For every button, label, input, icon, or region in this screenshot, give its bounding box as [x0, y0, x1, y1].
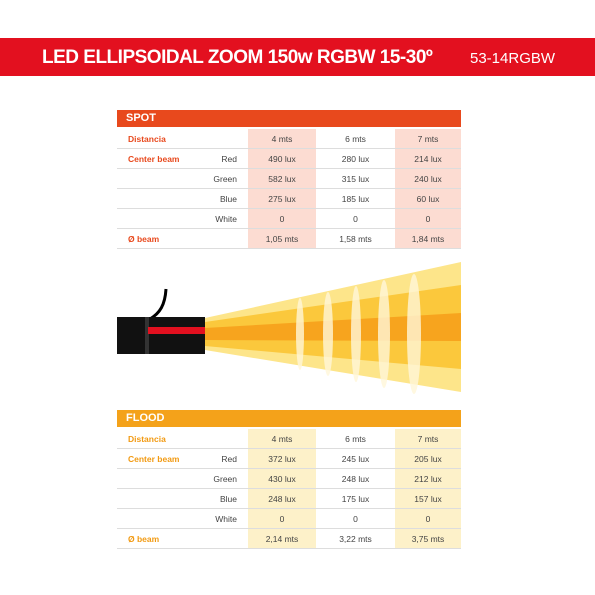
- row-label: Distancia: [128, 134, 166, 144]
- value-cell: 0: [395, 209, 461, 228]
- value-cell: 214 lux: [395, 149, 461, 168]
- value-cell: 157 lux: [395, 489, 461, 508]
- row-label: Ø beam: [128, 534, 160, 544]
- value-cell: 0: [248, 509, 316, 528]
- table-row: 275 lux 185 lux 60 lux Blue: [117, 189, 461, 209]
- value-cell: 3,22 mts: [339, 534, 372, 544]
- value-cell: 6 mts: [345, 434, 366, 444]
- table-row: 4 mts 6 mts 7 mts Distancia: [117, 129, 461, 149]
- value-cell: 4 mts: [248, 129, 316, 148]
- value-cell: 582 lux: [248, 169, 316, 188]
- table-row: 248 lux 175 lux 157 lux Blue: [117, 489, 461, 509]
- value-cell: 280 lux: [341, 154, 370, 164]
- row-label: Center beam: [128, 454, 180, 464]
- value-cell: 0: [353, 514, 358, 524]
- value-cell: 315 lux: [341, 174, 370, 184]
- row-sublabel: Red: [221, 454, 237, 464]
- value-cell: 1,05 mts: [248, 229, 316, 248]
- value-cell: 212 lux: [395, 469, 461, 488]
- table-row: 490 lux 280 lux 214 lux Center beam Red: [117, 149, 461, 169]
- value-cell: 6 mts: [345, 134, 366, 144]
- table-row: 4 mts 6 mts 7 mts Distancia: [117, 429, 461, 449]
- value-cell: 275 lux: [248, 189, 316, 208]
- value-cell: 245 lux: [341, 454, 370, 464]
- spot-table: SPOT 4 mts 6 mts 7 mts Distancia 490 lux 280 l…: [117, 110, 461, 249]
- row-sublabel: White: [215, 514, 237, 524]
- value-cell: 372 lux: [248, 449, 316, 468]
- table-row: 0 0 0 White: [117, 509, 461, 529]
- product-code: 53-14RGBW: [470, 50, 556, 67]
- table-row: 372 lux 245 lux 205 lux Center beam Red: [117, 449, 461, 469]
- value-cell: 1,58 mts: [339, 234, 372, 244]
- beam-illustration: [117, 262, 461, 394]
- row-sublabel: Blue: [219, 494, 237, 504]
- value-cell: 240 lux: [395, 169, 461, 188]
- table-header: FLOOD: [117, 410, 461, 427]
- table-header: SPOT: [117, 110, 461, 127]
- value-cell: 0: [395, 509, 461, 528]
- value-cell: 0: [353, 214, 358, 224]
- row-sublabel: Blue: [219, 194, 237, 204]
- table-row: 582 lux 315 lux 240 lux Green: [117, 169, 461, 189]
- table-row: 0 0 0 White: [117, 209, 461, 229]
- value-cell: 490 lux: [248, 149, 316, 168]
- value-cell: 248 lux: [341, 474, 370, 484]
- row-label: Distancia: [128, 434, 166, 444]
- value-cell: 185 lux: [341, 194, 370, 204]
- value-cell: 1,84 mts: [395, 229, 461, 248]
- flood-table: FLOOD 4 mts 6 mts 7 mts Distancia 372 lux 245 …: [117, 410, 461, 549]
- row-label: Ø beam: [128, 234, 160, 244]
- value-cell: 60 lux: [395, 189, 461, 208]
- value-cell: 7 mts: [395, 429, 461, 448]
- row-sublabel: Green: [213, 174, 237, 184]
- banner: [0, 38, 595, 76]
- table-row: 430 lux 248 lux 212 lux Green: [117, 469, 461, 489]
- value-cell: 7 mts: [395, 129, 461, 148]
- value-cell: 248 lux: [248, 489, 316, 508]
- row-sublabel: White: [215, 214, 237, 224]
- value-cell: 3,75 mts: [395, 529, 461, 548]
- value-cell: 2,14 mts: [248, 529, 316, 548]
- value-cell: 0: [248, 209, 316, 228]
- value-cell: 175 lux: [341, 494, 370, 504]
- title: LED ELLIPSOIDAL ZOOM 150w RGBW 15-30º: [42, 47, 433, 68]
- table-row: 1,05 mts 1,58 mts 1,84 mts Ø beam: [117, 229, 461, 249]
- row-sublabel: Red: [221, 154, 237, 164]
- value-cell: 430 lux: [248, 469, 316, 488]
- value-cell: 205 lux: [395, 449, 461, 468]
- row-label: Center beam: [128, 154, 180, 164]
- table-row: 2,14 mts 3,22 mts 3,75 mts Ø beam: [117, 529, 461, 549]
- value-cell: 4 mts: [248, 429, 316, 448]
- row-sublabel: Green: [213, 474, 237, 484]
